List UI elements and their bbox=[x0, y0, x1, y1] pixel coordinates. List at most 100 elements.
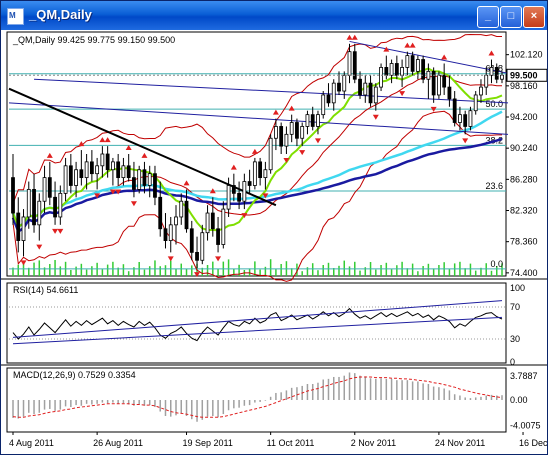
fractal-down-marker bbox=[194, 272, 201, 278]
candle-bull bbox=[389, 63, 394, 76]
candles bbox=[11, 43, 504, 269]
chart-area[interactable]: 61.8 50.0 38.2 23.6 0.0 102.120 98.160 94.200 90… bbox=[1, 30, 547, 454]
candle-bull bbox=[321, 94, 326, 116]
price-tick-label: 78.360 bbox=[510, 237, 538, 247]
price-tick-label: 98.160 bbox=[510, 81, 538, 91]
rsi-line bbox=[12, 307, 503, 342]
candle-bear bbox=[105, 153, 110, 171]
fractal-down-marker bbox=[109, 189, 116, 195]
candle-bear bbox=[384, 67, 389, 76]
candle-bear bbox=[132, 177, 136, 190]
candle-bear bbox=[410, 55, 415, 72]
time-tick-label: 16 Dec 2011 bbox=[519, 438, 547, 448]
trendline-upper-channel bbox=[8, 102, 509, 135]
candle-bull bbox=[221, 208, 226, 245]
candle-bull bbox=[168, 224, 173, 241]
candle-bear bbox=[368, 82, 373, 104]
close-button[interactable]: × bbox=[523, 6, 545, 28]
fractal-down-marker bbox=[20, 260, 27, 266]
candle-bull bbox=[95, 165, 100, 175]
candle-bear bbox=[279, 126, 284, 147]
fractal-up-marker bbox=[351, 34, 358, 40]
candle-bull bbox=[479, 86, 483, 96]
candle-bull bbox=[100, 153, 105, 167]
candle-bull bbox=[63, 165, 68, 194]
candle-bear bbox=[394, 63, 399, 76]
candle-bull bbox=[268, 137, 273, 171]
candle-bull bbox=[174, 216, 178, 226]
candle-bear bbox=[216, 228, 220, 245]
macd-header: MACD(12,26,9) 0.7529 0.3354 bbox=[13, 370, 136, 380]
candle-bull bbox=[363, 82, 368, 96]
time-tick-label: 24 Nov 2011 bbox=[435, 438, 485, 448]
candle-bear bbox=[142, 169, 147, 186]
chart-app-icon: M bbox=[7, 8, 24, 25]
fractal-up-marker bbox=[346, 34, 353, 40]
pane-frame bbox=[6, 31, 507, 277]
candle-bear bbox=[89, 161, 94, 175]
candle-bear bbox=[11, 177, 15, 214]
macd-tick-label: 0.00 bbox=[510, 395, 528, 405]
volume-bars bbox=[12, 259, 503, 276]
candle-bear bbox=[421, 59, 426, 80]
fractal-up-marker bbox=[209, 188, 216, 194]
fractal-down-marker bbox=[314, 138, 321, 144]
candle-bull bbox=[400, 67, 404, 76]
fractal-up-marker bbox=[104, 137, 111, 143]
fibo-level-label: 23.6 bbox=[485, 181, 503, 191]
fractal-up-marker bbox=[99, 137, 106, 143]
bollinger-lower bbox=[12, 110, 502, 282]
title-bar[interactable]: M _QM,Daily _ □ × bbox=[1, 1, 547, 30]
candle-bear bbox=[494, 67, 499, 80]
fractal-up-marker bbox=[488, 50, 495, 56]
candle-bull bbox=[252, 161, 257, 186]
fractal-down-marker bbox=[462, 138, 469, 144]
current-price-box bbox=[506, 68, 547, 82]
candle-bull bbox=[179, 200, 184, 218]
fractal-up-marker bbox=[125, 145, 132, 150]
candle-bull bbox=[111, 161, 115, 171]
candle-bull bbox=[316, 114, 320, 127]
window-title: _QM,Daily bbox=[29, 7, 92, 22]
candle-bull bbox=[500, 74, 504, 80]
moving-average-blue bbox=[11, 137, 503, 234]
main-chart-header: _QM,Daily 99.425 99.775 99.150 99.500 bbox=[12, 35, 175, 45]
candle-bull bbox=[468, 110, 473, 127]
macd-signal-line bbox=[12, 376, 503, 418]
moving-average-green bbox=[12, 67, 503, 232]
pane-frame bbox=[6, 282, 507, 364]
candle-bear bbox=[310, 114, 315, 127]
fractal-markers bbox=[20, 34, 495, 278]
fractal-up-marker bbox=[441, 54, 448, 60]
fractal-down-marker bbox=[115, 189, 122, 195]
candle-bear bbox=[258, 161, 263, 179]
candle-bear bbox=[431, 70, 436, 96]
candle-bear bbox=[452, 98, 457, 123]
candle-bull bbox=[263, 169, 268, 179]
rsi-tick-label: 0 bbox=[510, 357, 515, 367]
fractal-down-marker bbox=[94, 193, 101, 199]
maximize-button[interactable]: □ bbox=[500, 6, 522, 28]
candle-bear bbox=[442, 74, 447, 88]
fractal-down-marker bbox=[283, 158, 290, 163]
chart-canvas[interactable]: 61.850.038.223.60.0102.12098.16094.20090… bbox=[1, 30, 547, 454]
time-tick-label: 26 Aug 2011 bbox=[93, 438, 143, 448]
candle-bull bbox=[379, 67, 383, 88]
minimize-button[interactable]: _ bbox=[477, 6, 499, 28]
price-tick-label: 102.120 bbox=[510, 50, 543, 60]
candle-bear bbox=[32, 189, 36, 226]
candle-bull bbox=[415, 59, 420, 72]
time-tick-label: 19 Sep 2011 bbox=[183, 438, 233, 448]
time-tick-label: 2 Nov 2011 bbox=[351, 438, 396, 448]
candle-bear bbox=[195, 251, 199, 261]
fractal-down-marker bbox=[36, 244, 43, 250]
fractal-down-marker bbox=[167, 256, 174, 262]
fractal-up-marker bbox=[183, 180, 190, 186]
fractal-down-marker bbox=[57, 228, 64, 234]
rsi-tick-label: 70 bbox=[510, 302, 520, 312]
candle-bull bbox=[137, 169, 142, 190]
rsi-trendline bbox=[12, 316, 503, 345]
current-price-label: 99.500 bbox=[510, 70, 538, 80]
fractal-up-marker bbox=[288, 105, 295, 111]
candle-bear bbox=[352, 51, 357, 80]
